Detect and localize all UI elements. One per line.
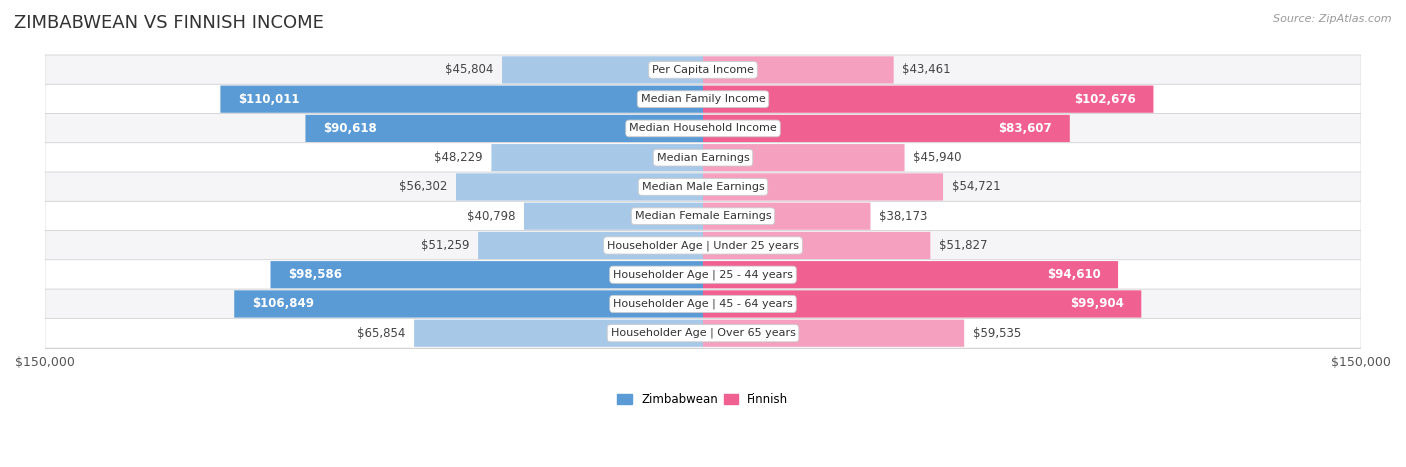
Text: Source: ZipAtlas.com: Source: ZipAtlas.com xyxy=(1274,14,1392,24)
Text: $98,586: $98,586 xyxy=(288,268,342,281)
Text: $48,229: $48,229 xyxy=(434,151,482,164)
Text: Median Earnings: Median Earnings xyxy=(657,153,749,163)
Text: $56,302: $56,302 xyxy=(399,180,447,193)
Text: $54,721: $54,721 xyxy=(952,180,1001,193)
FancyBboxPatch shape xyxy=(703,290,1142,318)
FancyBboxPatch shape xyxy=(703,144,904,171)
Text: $51,259: $51,259 xyxy=(420,239,470,252)
FancyBboxPatch shape xyxy=(703,261,1118,288)
FancyBboxPatch shape xyxy=(221,85,703,113)
FancyBboxPatch shape xyxy=(305,115,703,142)
Text: $43,461: $43,461 xyxy=(903,64,950,77)
FancyBboxPatch shape xyxy=(478,232,703,259)
Text: $106,849: $106,849 xyxy=(252,297,314,311)
Text: $40,798: $40,798 xyxy=(467,210,515,223)
FancyBboxPatch shape xyxy=(45,231,1361,261)
Text: $38,173: $38,173 xyxy=(879,210,928,223)
FancyBboxPatch shape xyxy=(703,115,1070,142)
Text: $59,535: $59,535 xyxy=(973,327,1021,340)
Text: Householder Age | 45 - 64 years: Householder Age | 45 - 64 years xyxy=(613,299,793,309)
Text: Householder Age | Under 25 years: Householder Age | Under 25 years xyxy=(607,240,799,251)
Text: $90,618: $90,618 xyxy=(323,122,377,135)
Text: Median Male Earnings: Median Male Earnings xyxy=(641,182,765,192)
Text: $102,676: $102,676 xyxy=(1074,92,1136,106)
Text: $45,804: $45,804 xyxy=(444,64,494,77)
FancyBboxPatch shape xyxy=(45,318,1361,348)
FancyBboxPatch shape xyxy=(45,289,1361,319)
Text: Median Household Income: Median Household Income xyxy=(628,123,778,134)
Text: $110,011: $110,011 xyxy=(238,92,299,106)
FancyBboxPatch shape xyxy=(703,232,931,259)
FancyBboxPatch shape xyxy=(45,84,1361,114)
FancyBboxPatch shape xyxy=(45,143,1361,173)
Text: Householder Age | Over 65 years: Householder Age | Over 65 years xyxy=(610,328,796,339)
Text: $51,827: $51,827 xyxy=(939,239,987,252)
FancyBboxPatch shape xyxy=(45,260,1361,290)
Text: $45,940: $45,940 xyxy=(914,151,962,164)
FancyBboxPatch shape xyxy=(703,57,894,84)
Text: Householder Age | 25 - 44 years: Householder Age | 25 - 44 years xyxy=(613,269,793,280)
Text: $99,904: $99,904 xyxy=(1070,297,1123,311)
FancyBboxPatch shape xyxy=(270,261,703,288)
FancyBboxPatch shape xyxy=(415,319,703,347)
FancyBboxPatch shape xyxy=(45,55,1361,85)
FancyBboxPatch shape xyxy=(524,203,703,230)
FancyBboxPatch shape xyxy=(703,173,943,200)
FancyBboxPatch shape xyxy=(502,57,703,84)
FancyBboxPatch shape xyxy=(45,113,1361,143)
Text: $83,607: $83,607 xyxy=(998,122,1052,135)
FancyBboxPatch shape xyxy=(45,172,1361,202)
FancyBboxPatch shape xyxy=(703,85,1153,113)
FancyBboxPatch shape xyxy=(235,290,703,318)
Text: Median Female Earnings: Median Female Earnings xyxy=(634,211,772,221)
Text: Median Family Income: Median Family Income xyxy=(641,94,765,104)
Text: $94,610: $94,610 xyxy=(1046,268,1101,281)
FancyBboxPatch shape xyxy=(456,173,703,200)
Text: $65,854: $65,854 xyxy=(357,327,405,340)
Text: Per Capita Income: Per Capita Income xyxy=(652,65,754,75)
FancyBboxPatch shape xyxy=(703,203,870,230)
FancyBboxPatch shape xyxy=(45,201,1361,231)
Text: ZIMBABWEAN VS FINNISH INCOME: ZIMBABWEAN VS FINNISH INCOME xyxy=(14,14,323,32)
Legend: Zimbabwean, Finnish: Zimbabwean, Finnish xyxy=(613,388,793,410)
FancyBboxPatch shape xyxy=(703,319,965,347)
FancyBboxPatch shape xyxy=(492,144,703,171)
